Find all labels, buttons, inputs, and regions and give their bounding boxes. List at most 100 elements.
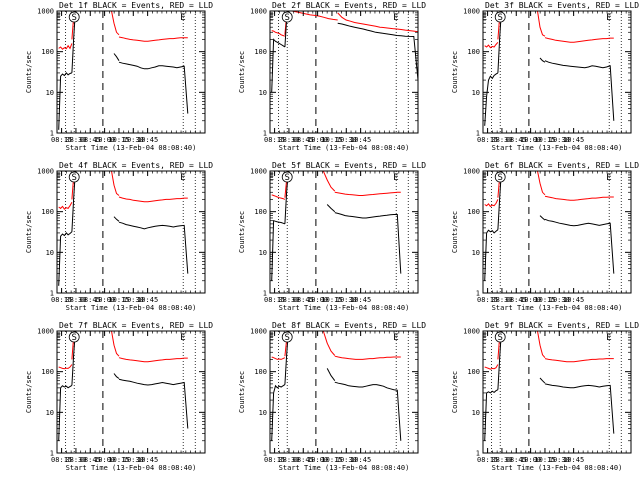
x-axis-label: Start Time (13-Feb-04 08:08:40): [279, 144, 410, 152]
x-axis-label: Start Time (13-Feb-04 08:08:40): [66, 464, 197, 472]
y-tick-label: 1000: [250, 8, 267, 16]
lld-series-line: [118, 357, 188, 363]
lld-series-line: [334, 355, 401, 360]
lld-series-line: [322, 171, 336, 192]
events-series-line: [113, 373, 120, 379]
x-tick-label: 10:00: [307, 296, 328, 304]
flag-label-e2: E: [393, 13, 398, 23]
flag-label-e2: E: [606, 173, 611, 183]
x-tick-label: 10:00: [94, 456, 115, 464]
flag-label-s: S: [284, 13, 289, 23]
flag-label-e1: E: [269, 173, 274, 183]
x-tick-label: 10:15: [321, 136, 342, 144]
y-axis-label: Counts/sec: [238, 211, 246, 253]
flag-label-e2: E: [180, 333, 185, 343]
panel-9: Det 9f BLACK = Events, RED = LLD 1 10 100 10…: [451, 321, 639, 472]
lld-series-line: [544, 195, 614, 201]
x-tick-label: 10:45: [563, 296, 584, 304]
y-tick-label: 100: [467, 368, 480, 376]
events-series-line: [58, 72, 73, 130]
lld-series-line: [58, 43, 73, 50]
flag-s-circle: [68, 11, 80, 23]
y-tick-label: 10: [472, 89, 480, 97]
plot-frame: [56, 330, 206, 454]
events-series-line: [334, 381, 402, 441]
x-tick-label: 10:15: [534, 136, 555, 144]
events-series-line: [271, 38, 286, 93]
flag-s-circle: [68, 331, 80, 343]
flag-s-circle: [281, 11, 293, 23]
x-tick-label: 10:00: [94, 296, 115, 304]
lld-series-line: [337, 12, 418, 33]
y-tick-label: 1000: [463, 8, 480, 16]
panel-1: Det 1f BLACK = Events, RED = LLD 1 10 100 10…: [25, 1, 213, 152]
flag-label-e1: E: [269, 13, 274, 23]
x-tick-label: 10:45: [137, 136, 158, 144]
x-tick-label: 08:30: [491, 456, 512, 464]
x-axis-label: Start Time (13-Feb-04 08:08:40): [492, 144, 623, 152]
x-tick-label: 10:45: [350, 136, 371, 144]
x-tick-label: 10:00: [520, 296, 541, 304]
x-tick-label: 08:15: [51, 456, 72, 464]
x-tick-label: 08:30: [65, 296, 86, 304]
x-axis-label: Start Time (13-Feb-04 08:08:40): [66, 144, 197, 152]
flag-label-e2: E: [393, 333, 398, 343]
events-series-line: [337, 22, 418, 81]
plot-frame: [482, 330, 632, 454]
x-tick-label: 10:45: [137, 296, 158, 304]
y-axis-label: Counts/sec: [25, 51, 33, 93]
flag-label-e1: E: [482, 333, 487, 343]
events-series-line: [326, 204, 336, 213]
lld-series-line: [322, 331, 336, 356]
plot-frame: [56, 170, 206, 294]
y-tick-label: 1000: [463, 168, 480, 176]
x-tick-label: 10:00: [307, 136, 328, 144]
flag-label-e1: E: [56, 173, 61, 183]
y-axis-label: Counts/sec: [451, 51, 459, 93]
y-axis-label: Counts/sec: [25, 211, 33, 253]
y-tick-label: 100: [41, 48, 54, 56]
events-series-line: [58, 231, 73, 286]
x-tick-label: 08:45: [80, 456, 101, 464]
x-tick-label: 08:15: [477, 296, 498, 304]
x-tick-label: 10:30: [123, 456, 144, 464]
flag-label-e2: E: [393, 173, 398, 183]
y-tick-label: 1000: [463, 328, 480, 336]
plot-area: [271, 171, 409, 293]
x-tick-label: 08:15: [264, 296, 285, 304]
lld-series-line: [58, 202, 73, 210]
y-tick-label: 10: [46, 249, 54, 257]
events-series-line: [544, 218, 615, 274]
events-series-line: [539, 215, 546, 221]
panel-title: Det 6f BLACK = Events, RED = LLD: [485, 161, 639, 170]
x-tick-label: 10:30: [336, 296, 357, 304]
flag-label-s: S: [497, 13, 502, 23]
flag-label-s: S: [71, 333, 76, 343]
x-tick-label: 08:30: [65, 456, 86, 464]
y-tick-label: 100: [41, 368, 54, 376]
y-axis-label: Counts/sec: [238, 51, 246, 93]
y-tick-label: 1000: [250, 168, 267, 176]
x-tick-label: 10:15: [534, 296, 555, 304]
y-tick-label: 1: [263, 450, 267, 458]
events-series-line: [271, 384, 286, 441]
x-axis-label: Start Time (13-Feb-04 08:08:40): [66, 304, 197, 312]
x-tick-label: 10:00: [307, 456, 328, 464]
y-tick-label: 1000: [250, 328, 267, 336]
panel-8: Det 8f BLACK = Events, RED = LLD 1 10 100 10…: [238, 321, 426, 472]
lld-series-line: [484, 41, 499, 49]
plot-area: [58, 331, 196, 453]
x-tick-label: 08:30: [278, 456, 299, 464]
events-series-line: [58, 384, 73, 441]
lld-series-line: [544, 37, 614, 43]
y-tick-label: 10: [472, 409, 480, 417]
y-axis-label: Counts/sec: [25, 371, 33, 413]
x-tick-label: 08:15: [264, 456, 285, 464]
x-tick-label: 08:30: [278, 136, 299, 144]
y-tick-label: 1000: [37, 328, 54, 336]
x-tick-label: 10:30: [336, 136, 357, 144]
plot-frame: [269, 10, 419, 134]
flag-label-e2: E: [606, 13, 611, 23]
panel-title: Det 4f BLACK = Events, RED = LLD: [59, 161, 213, 170]
